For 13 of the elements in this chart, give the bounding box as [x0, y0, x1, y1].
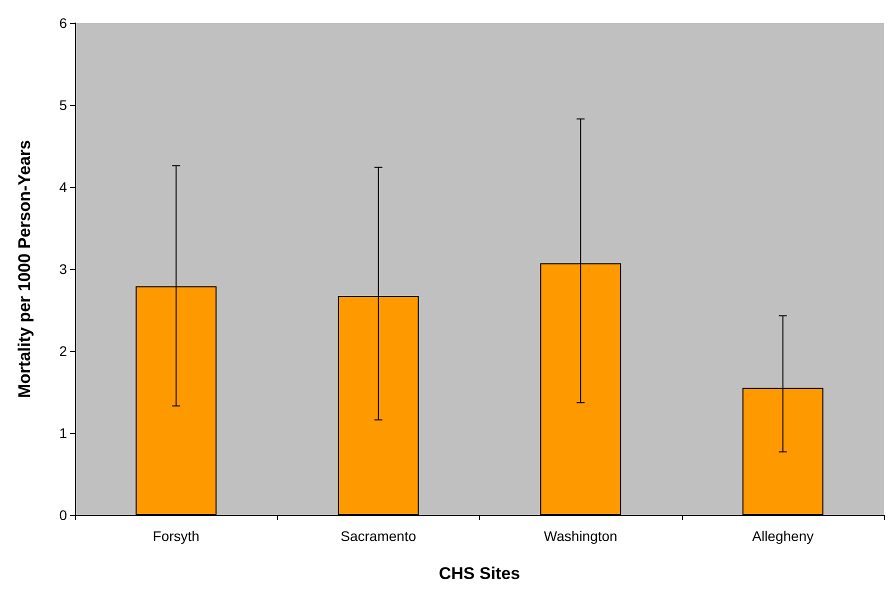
x-tick-label: Forsyth [152, 528, 200, 544]
y-axis-title: Mortality per 1000 Person-Years [15, 140, 34, 398]
y-tick-label: 0 [59, 507, 68, 523]
x-tick-label: Sacramento [340, 528, 416, 544]
y-tick-label: 3 [59, 261, 68, 277]
x-tick-label: Allegheny [752, 528, 814, 544]
x-axis-title: CHS Sites [438, 564, 520, 583]
y-tick-label: 2 [59, 343, 68, 359]
y-tick-label: 6 [59, 15, 68, 31]
y-tick-label: 5 [59, 97, 68, 113]
x-tick-label: Washington [544, 528, 618, 544]
y-tick-label: 1 [59, 425, 68, 441]
y-tick-label: 4 [59, 179, 68, 195]
